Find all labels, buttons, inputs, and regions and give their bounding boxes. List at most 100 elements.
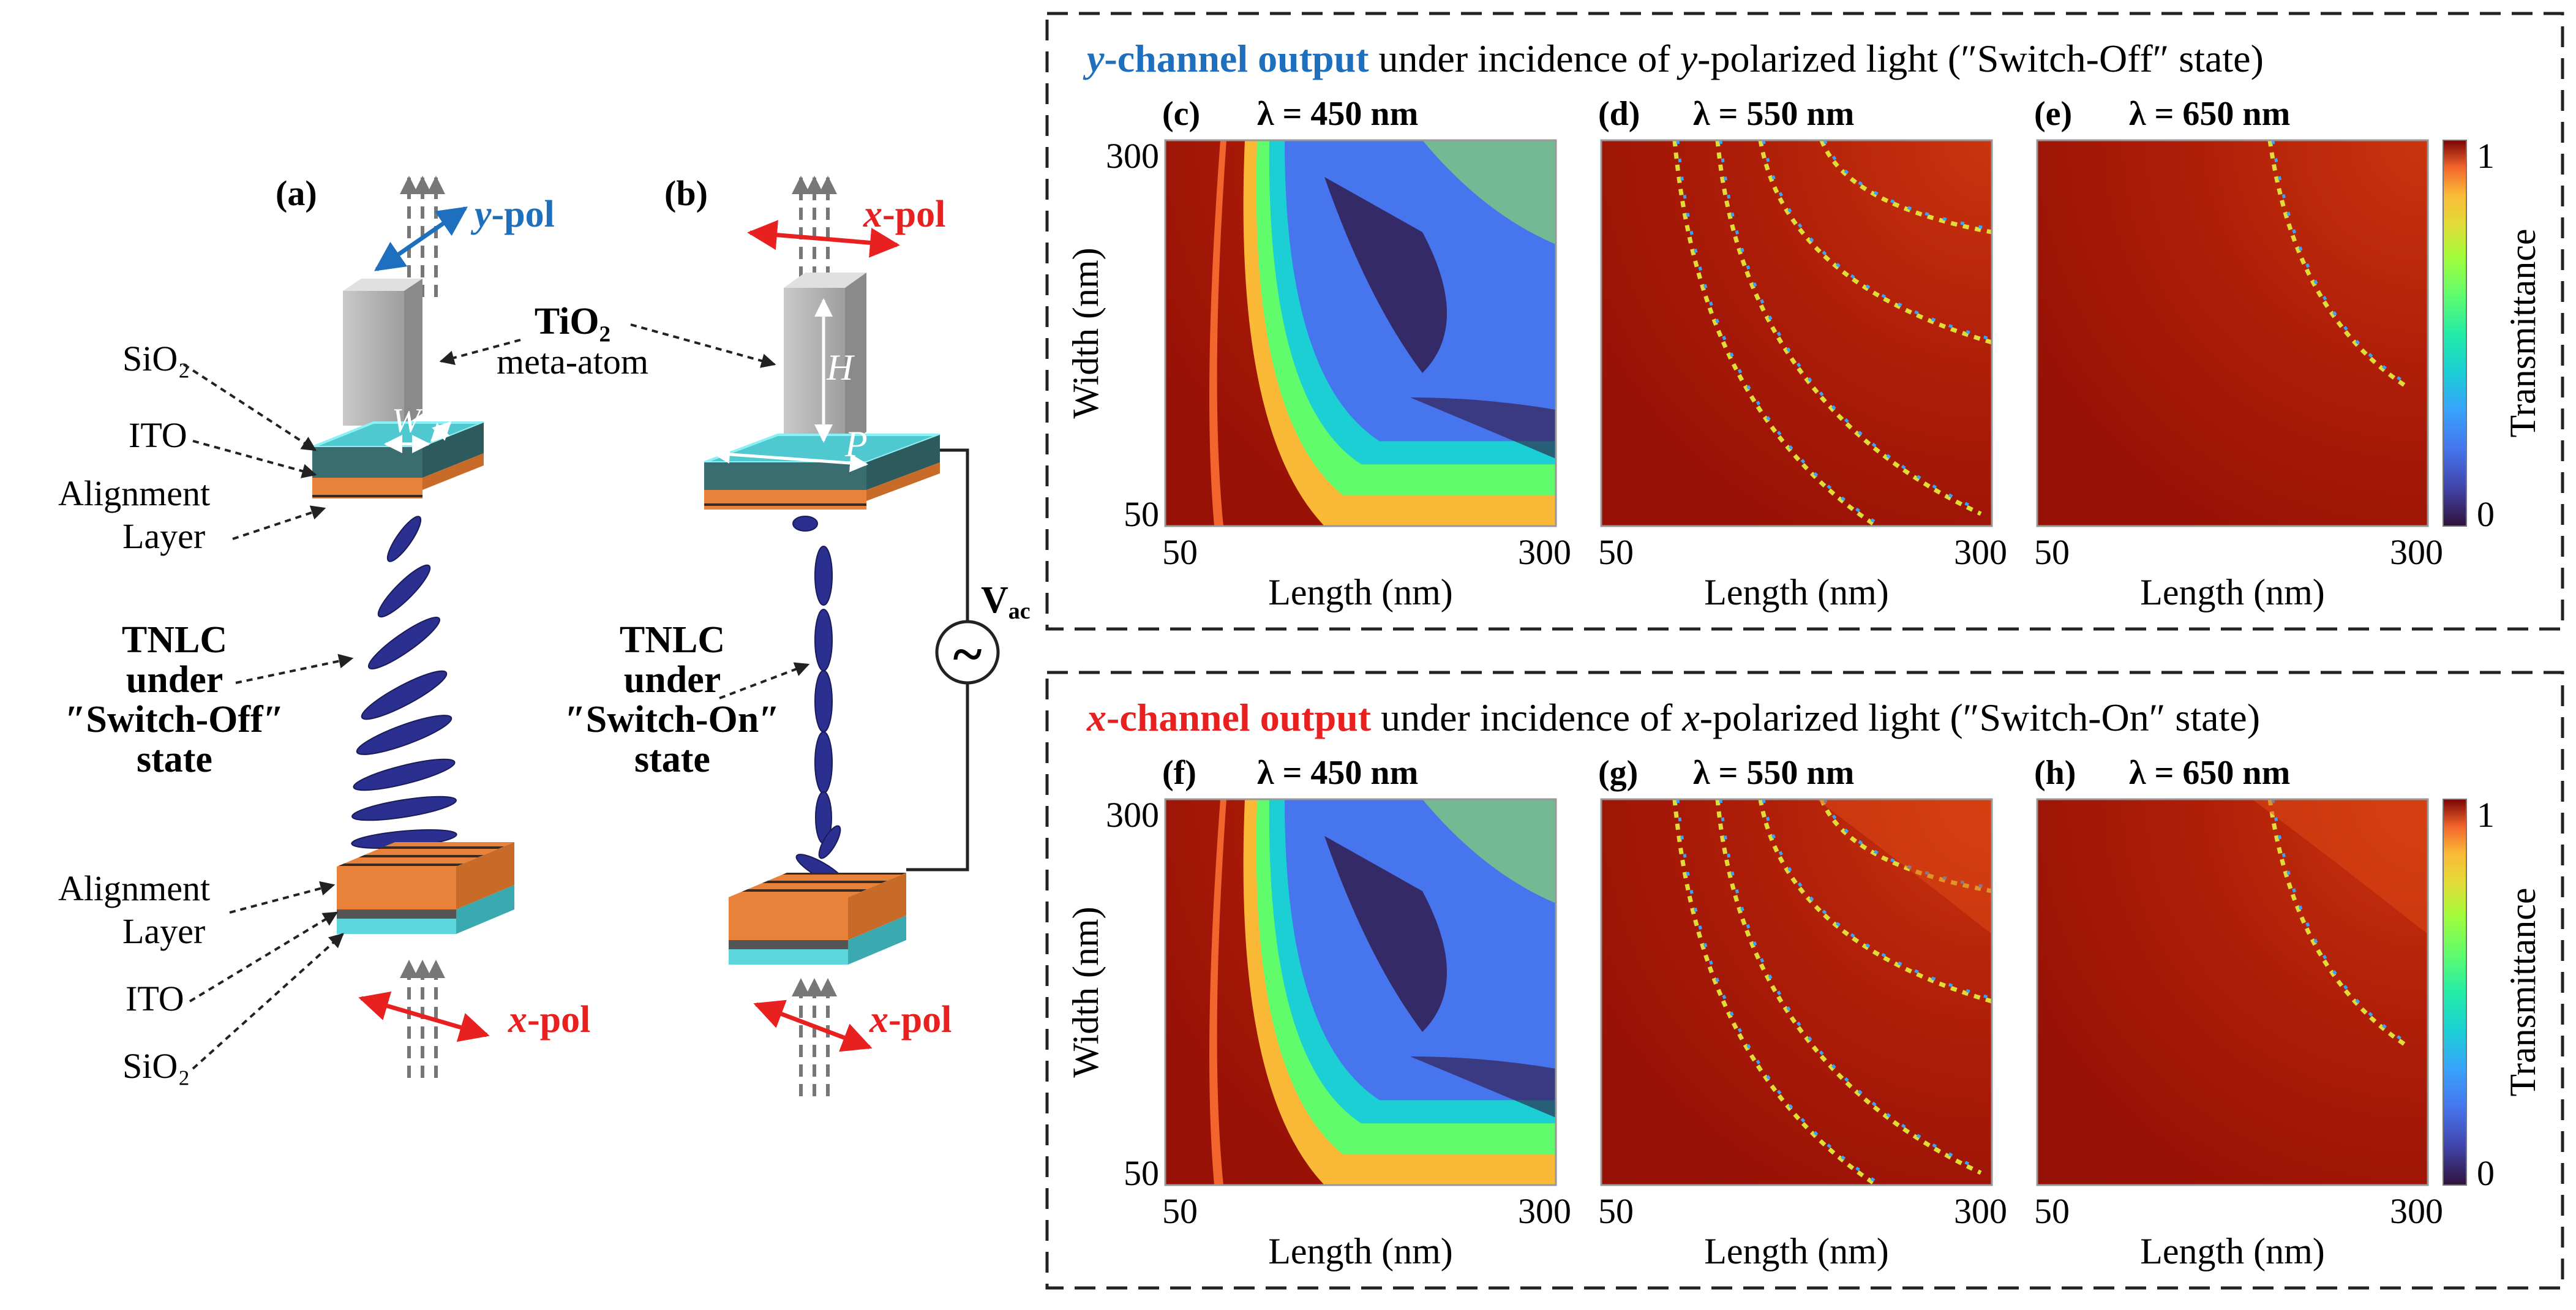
- heatmap-groups: y-channel output under incidence of y-po…: [1045, 12, 2564, 1290]
- x-axis-label: Length (nm): [2140, 572, 2325, 612]
- x-axis-label: Length (nm): [1268, 1231, 1453, 1271]
- x-tick-min: 50: [1598, 532, 1634, 572]
- heatmap-image: [1165, 799, 1556, 1185]
- tnlc-leader-b: [719, 662, 810, 699]
- ac-circuit: [906, 448, 1000, 871]
- panel-tag: (h): [2034, 754, 2076, 792]
- heatmap-image: [2037, 140, 2428, 526]
- group-bottom: x-channel output under incidence of x-po…: [1045, 671, 2564, 1290]
- wavelength-label: λ = 450 nm: [1257, 95, 1418, 133]
- heatmap-image: [2037, 799, 2428, 1185]
- x-pol-arrow-b-bottom: [753, 999, 873, 1052]
- heatmap-panel-c: (c) λ = 450 nm 50 300 Length (nm) 300 50 Width …: [1065, 95, 1571, 612]
- tio2-label: TiO₂: [535, 301, 610, 342]
- label-ito-top: ITO: [129, 415, 187, 455]
- label-align-bot-1: Alignment: [58, 868, 210, 908]
- x-axis-label: Length (nm): [1268, 572, 1453, 612]
- wavelength-label: λ = 550 nm: [1693, 95, 1854, 133]
- x-pol-label-b-top: x-pol: [863, 194, 945, 235]
- x-tick-min: 50: [2034, 532, 2070, 572]
- colorbar-tick-min: 0: [2477, 1153, 2495, 1193]
- group-top: y-channel output under incidence of y-po…: [1045, 12, 2564, 631]
- L-label: L: [439, 377, 459, 415]
- x-tick-min: 50: [1162, 532, 1198, 572]
- svg-text:state: state: [137, 739, 212, 780]
- colorbar: 1 0 Transmittance: [2443, 136, 2543, 534]
- wavelength-label: λ = 450 nm: [1257, 754, 1418, 792]
- substrate-top-a: [312, 421, 484, 499]
- label-align-top-2: Layer: [122, 516, 205, 556]
- x-pol-label-a: x-pol: [508, 999, 590, 1041]
- group-frame: [1045, 12, 2564, 631]
- x-axis-label: Length (nm): [1704, 1231, 1889, 1271]
- panel-tag: (g): [1598, 754, 1638, 792]
- vac-label: Vac: [981, 579, 1031, 624]
- heatmap-image: [1601, 799, 1992, 1185]
- lc-molecules-b: [792, 516, 846, 886]
- heatmap-panel-h: (h) λ = 650 nm 50 300 Length (nm): [2034, 754, 2443, 1271]
- group-title: y-channel output under incidence of y-po…: [1083, 37, 2264, 80]
- colorbar: 1 0 Transmittance: [2443, 795, 2543, 1193]
- tio2-pillar-a: [343, 279, 422, 426]
- label-sio2-top: SiO₂: [122, 339, 190, 378]
- x-tick-max: 300: [2390, 532, 2443, 572]
- L-dim-arrow: [430, 421, 452, 443]
- lc-molecules-a: [351, 516, 457, 849]
- x-tick-min: 50: [1598, 1191, 1634, 1231]
- label-sio2-bot: SiO₂: [122, 1046, 190, 1086]
- group-title: x-channel output under incidence of x-po…: [1086, 696, 2260, 739]
- substrate-bottom-b: [729, 873, 906, 965]
- heatmap-panel-f: (f) λ = 450 nm 50 300 Length (nm) 300 50 Width …: [1065, 754, 1571, 1271]
- svg-text:TNLC: TNLC: [122, 619, 227, 661]
- x-tick-min: 50: [1162, 1191, 1198, 1231]
- x-tick-max: 300: [2390, 1191, 2443, 1231]
- x-pol-arrow-b-top: [747, 220, 900, 258]
- wavelength-label: λ = 650 nm: [2129, 754, 2290, 792]
- W-label: W: [392, 402, 423, 440]
- tio2-leaders: [439, 323, 776, 368]
- tio2-sublabel: meta-atom: [497, 342, 648, 382]
- colorbar-label: Transmittance: [2503, 228, 2543, 437]
- x-pol-arrow-a: [358, 991, 490, 1042]
- group-frame: [1045, 671, 2564, 1290]
- svg-text:TNLC: TNLC: [620, 619, 725, 661]
- leader-lines-top-a: [182, 363, 326, 540]
- heatmap-image: [1165, 140, 1556, 526]
- y-tick-min: 50: [1124, 1153, 1159, 1193]
- ac-source-symbol: ~: [953, 624, 982, 685]
- svg-text:″Switch-On″: ″Switch-On″: [565, 699, 780, 740]
- x-tick-min: 50: [2034, 1191, 2070, 1231]
- svg-text:under: under: [624, 659, 721, 701]
- colorbar-tick-min: 0: [2477, 494, 2495, 534]
- tnlc-label-b: TNLC under ″Switch-On″ state: [565, 619, 780, 780]
- panel-tag: (f): [1162, 754, 1196, 792]
- colorbar-gradient: [2443, 799, 2467, 1186]
- x-pol-label-b-bottom: x-pol: [869, 999, 952, 1041]
- label-align-top-1: Alignment: [58, 473, 210, 513]
- y-axis-label: Width (nm): [1065, 247, 1106, 418]
- P-label: P: [844, 424, 868, 464]
- svg-text:″Switch-Off″: ″Switch-Off″: [65, 699, 284, 740]
- panel-tag: (d): [1598, 95, 1640, 133]
- label-align-bot-2: Layer: [122, 911, 205, 951]
- light-rays-top-b: [792, 176, 837, 279]
- colorbar-tick-max: 1: [2477, 136, 2495, 176]
- y-tick-max: 300: [1106, 795, 1159, 835]
- heatmap-panel-e: (e) λ = 650 nm 50 300 Length (nm): [2034, 95, 2443, 612]
- tnlc-leader-a: [235, 653, 354, 684]
- x-tick-max: 300: [1954, 1191, 2007, 1231]
- panel-tag: (e): [2034, 95, 2072, 133]
- colorbar-label: Transmittance: [2503, 887, 2543, 1096]
- label-ito-bot: ITO: [126, 979, 184, 1018]
- x-tick-max: 300: [1518, 532, 1571, 572]
- H-label: H: [826, 347, 855, 388]
- svg-text:state: state: [634, 739, 710, 780]
- y-pol-label: y-pol: [470, 194, 555, 235]
- colorbar-gradient: [2443, 140, 2467, 527]
- x-axis-label: Length (nm): [1704, 572, 1889, 612]
- y-axis-label: Width (nm): [1065, 906, 1106, 1077]
- x-tick-max: 300: [1954, 532, 2007, 572]
- y-tick-max: 300: [1106, 136, 1159, 176]
- y-tick-min: 50: [1124, 494, 1159, 534]
